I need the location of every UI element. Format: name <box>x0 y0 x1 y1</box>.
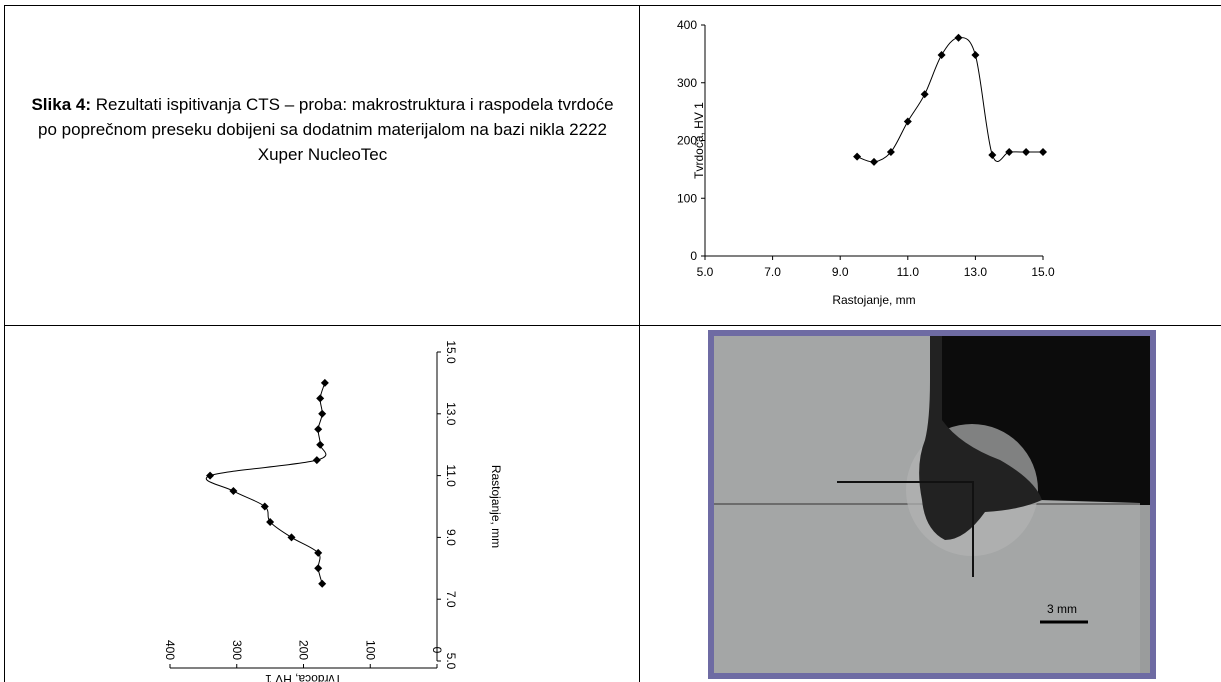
y-tick-label: 200 <box>297 640 311 660</box>
caption-text: Rezultati ispitivanja CTS – proba: makro… <box>38 95 614 164</box>
data-line <box>856 37 1043 163</box>
x-tick-label: 11.0 <box>444 464 458 487</box>
data-point <box>1039 148 1047 157</box>
table-cell <box>4 5 640 326</box>
data-point <box>314 564 323 573</box>
data-point <box>318 409 327 418</box>
x-axis-label: Rastojanje, mm <box>832 293 915 307</box>
x-tick-label: 5.0 <box>444 653 458 670</box>
data-point <box>886 148 895 157</box>
data-point <box>314 548 323 557</box>
data-point <box>316 440 325 449</box>
scale-label: 3 mm <box>1047 602 1077 616</box>
x-tick-label: 9.0 <box>444 529 458 546</box>
data-point <box>988 150 997 159</box>
data-point <box>314 425 323 434</box>
y-tick-label: 400 <box>163 640 177 660</box>
x-tick-label: 5.0 <box>697 265 714 279</box>
x-axis-label: Rastojanje, mm <box>489 465 503 548</box>
table-cell <box>639 5 1221 326</box>
y-tick-label: 300 <box>677 76 697 90</box>
y-axis-label: Tvrdoća, HV 1 <box>692 102 706 179</box>
x-tick-label: 7.0 <box>764 265 781 279</box>
data-point <box>937 51 946 60</box>
y-tick-label: 0 <box>430 647 444 654</box>
data-point <box>971 51 980 60</box>
x-tick-label: 13.0 <box>964 265 988 279</box>
caption: Slika 4: Rezultati ispitivanja CTS – pro… <box>20 92 625 167</box>
data-point <box>320 378 329 387</box>
data-point <box>312 456 321 465</box>
data-point <box>287 533 296 542</box>
x-tick-label: 9.0 <box>832 265 849 279</box>
data-point <box>266 517 275 526</box>
data-point <box>954 33 963 42</box>
y-tick-label: 400 <box>677 18 697 32</box>
caption-label: Slika 4: <box>31 95 91 114</box>
data-point <box>318 579 327 588</box>
x-tick-label: 15.0 <box>444 340 458 364</box>
data-point <box>870 157 878 166</box>
y-tick-label: 200 <box>677 134 697 148</box>
x-tick-label: 11.0 <box>897 265 920 279</box>
x-tick-label: 13.0 <box>444 402 458 426</box>
y-axis-label: Tvrdoća, HV 1 <box>265 672 342 682</box>
data-point <box>853 152 862 161</box>
data-point <box>1022 148 1031 157</box>
x-tick-label: 7.0 <box>444 591 458 608</box>
data-point <box>1005 148 1014 157</box>
y-tick-label: 100 <box>363 640 377 660</box>
data-point <box>903 117 912 126</box>
data-point <box>206 471 215 480</box>
y-tick-label: 0 <box>690 249 697 263</box>
table-cell <box>4 325 640 682</box>
x-tick-label: 15.0 <box>1031 265 1055 279</box>
data-point <box>229 487 238 496</box>
table-cell <box>639 325 1221 682</box>
y-tick-label: 300 <box>230 640 244 660</box>
micrograph: 3 mm <box>708 330 1156 679</box>
data-point <box>316 394 325 403</box>
data-point <box>260 502 269 511</box>
data-point <box>920 90 929 99</box>
y-tick-label: 100 <box>677 191 697 205</box>
data-line <box>206 382 327 584</box>
